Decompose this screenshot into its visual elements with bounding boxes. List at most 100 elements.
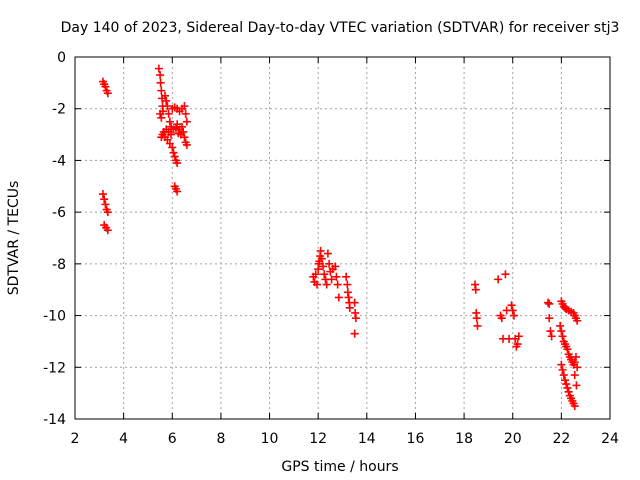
- data-point: [170, 152, 179, 161]
- data-point: [162, 125, 171, 134]
- data-point: [558, 365, 567, 374]
- data-point: [319, 262, 328, 271]
- data-point: [508, 306, 517, 315]
- x-tick-label: 16: [407, 431, 425, 447]
- data-point: [561, 376, 570, 385]
- data-point: [157, 113, 166, 122]
- data-point: [573, 363, 582, 372]
- data-point: [173, 187, 182, 196]
- data-point: [331, 262, 340, 271]
- data-point: [571, 352, 580, 361]
- data-point: [178, 122, 186, 131]
- y-tick-label: -2: [52, 102, 66, 118]
- x-axis-label: GPS time / hours: [281, 459, 398, 475]
- data-point: [98, 190, 107, 199]
- data-point: [333, 280, 342, 289]
- x-tick-label: 22: [552, 431, 570, 447]
- data-point: [570, 358, 579, 367]
- data-point: [351, 314, 360, 323]
- data-point: [316, 246, 325, 255]
- data-point: [312, 280, 321, 289]
- data-point: [156, 109, 165, 118]
- data-point: [103, 208, 112, 217]
- grid: [75, 57, 610, 419]
- data-point: [543, 298, 552, 307]
- data-point: [156, 71, 165, 80]
- data-point: [350, 329, 359, 338]
- data-point: [169, 148, 178, 157]
- data-point: [570, 371, 579, 380]
- data-point: [320, 270, 329, 279]
- data-point: [343, 280, 352, 289]
- data-point: [317, 254, 326, 263]
- data-point: [513, 340, 522, 349]
- data-point: [156, 78, 165, 87]
- x-tick-label: 2: [71, 431, 80, 447]
- data-point: [507, 301, 516, 310]
- x-tick-label: 8: [216, 431, 225, 447]
- data-point: [162, 96, 171, 105]
- data-point: [332, 272, 341, 281]
- data-point: [165, 117, 174, 126]
- x-tick-label: 20: [504, 431, 522, 447]
- data-point: [570, 402, 579, 411]
- data-point: [180, 133, 189, 142]
- x-tick-label: 4: [119, 431, 128, 447]
- data-point: [564, 387, 573, 396]
- data-point: [472, 314, 481, 323]
- y-tick-label: -14: [43, 412, 66, 428]
- y-tick-label: -6: [52, 205, 66, 221]
- data-point: [322, 280, 331, 289]
- y-axis-label: SDTVAR / TECUs: [6, 181, 22, 296]
- data-point: [545, 314, 554, 323]
- y-tick-label: 0: [57, 50, 66, 66]
- data-point: [325, 259, 334, 268]
- data-point: [514, 332, 523, 341]
- data-point: [545, 299, 554, 308]
- data-point: [103, 89, 112, 98]
- data-point: [169, 125, 178, 134]
- x-tick-label: 6: [168, 431, 177, 447]
- data-point: [501, 270, 510, 279]
- data-point: [173, 120, 182, 129]
- data-point: [547, 332, 556, 341]
- data-point: [181, 109, 190, 118]
- data-point: [563, 345, 572, 354]
- data-point: [154, 64, 163, 73]
- data-points: [98, 64, 582, 411]
- x-tick-label: 24: [601, 431, 619, 447]
- data-point: [559, 371, 568, 380]
- data-point: [546, 327, 555, 336]
- data-point: [101, 200, 110, 209]
- data-point: [497, 314, 506, 323]
- chart-title: Day 140 of 2023, Sidereal Day-to-day VTE…: [61, 20, 620, 36]
- data-point: [323, 249, 332, 258]
- data-point: [342, 272, 351, 281]
- x-tick-label: 14: [358, 431, 376, 447]
- data-point: [562, 380, 571, 389]
- y-tick-label: -10: [43, 309, 66, 325]
- data-point: [563, 383, 572, 392]
- data-point: [163, 102, 172, 111]
- data-point: [168, 143, 177, 152]
- data-point: [182, 117, 191, 126]
- data-point: [572, 381, 581, 390]
- y-tick-label: -12: [43, 360, 66, 376]
- x-tick-label: 12: [309, 431, 327, 447]
- x-tick-label: 10: [261, 431, 279, 447]
- plot-frame: [74, 56, 611, 420]
- data-point: [334, 293, 343, 302]
- data-point: [557, 360, 566, 369]
- data-point: [556, 321, 565, 330]
- data-point: [160, 91, 169, 100]
- data-point: [174, 129, 183, 138]
- axis-ticks: 2 4 6 8 10 12 14 16 18 20 22 240-2-4-6-8-10-12-14: [43, 50, 619, 447]
- data-point: [494, 275, 503, 284]
- data-point: [327, 275, 336, 284]
- data-point: [164, 109, 173, 118]
- data-point: [180, 102, 189, 111]
- data-point: [311, 270, 320, 279]
- data-point: [157, 86, 166, 95]
- y-tick-label: -4: [52, 153, 66, 169]
